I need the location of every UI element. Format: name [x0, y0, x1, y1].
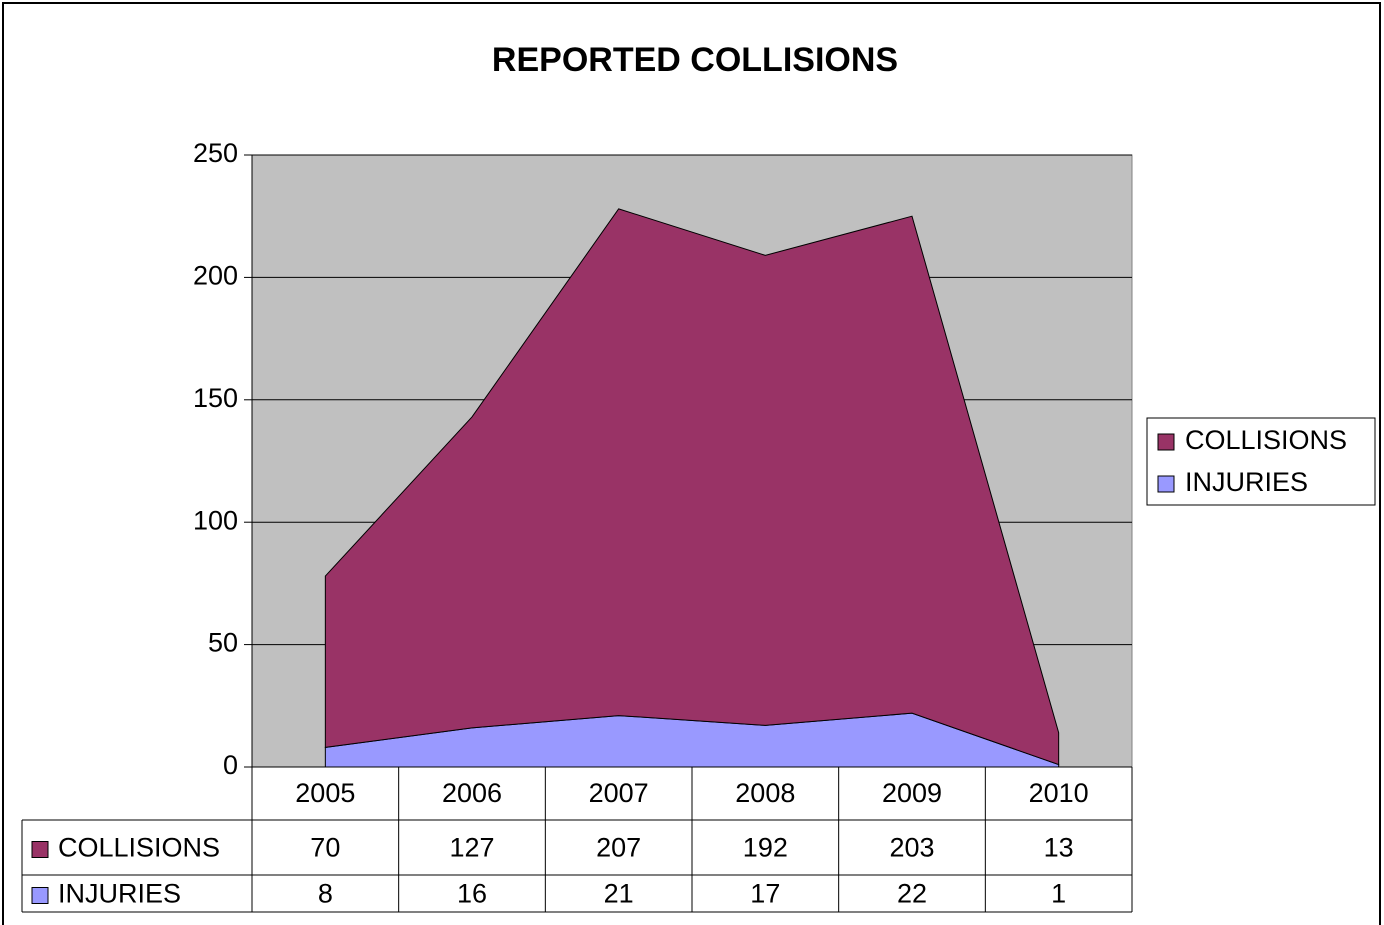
- table-cell: 127: [449, 833, 494, 863]
- y-tick-label: 0: [223, 750, 238, 780]
- area: [324, 208, 1060, 766]
- legend-label: COLLISIONS: [1185, 425, 1347, 455]
- table-cell: 1: [1051, 879, 1066, 909]
- x-tick-label: 2006: [442, 778, 502, 808]
- y-tick-label: 100: [193, 505, 238, 535]
- table-cell: 207: [596, 833, 641, 863]
- table-row-label: COLLISIONS: [58, 833, 220, 863]
- x-tick-label: 2010: [1029, 778, 1089, 808]
- x-tick-label: 2009: [882, 778, 942, 808]
- legend-box: [1146, 417, 1376, 506]
- legend-label: INJURIES: [1185, 467, 1308, 497]
- x-tick-label: 2008: [735, 778, 795, 808]
- legend-swatch: [1157, 475, 1175, 493]
- table-cell: 203: [889, 833, 934, 863]
- y-tick-label: 50: [208, 628, 238, 658]
- table-cell: 17: [750, 879, 780, 909]
- legend-swatch: [1157, 433, 1175, 451]
- y-tick-label: 200: [193, 261, 238, 291]
- table-swatch: [31, 841, 49, 858]
- y-tick-label: 150: [193, 383, 238, 413]
- table-cell: 8: [318, 879, 333, 909]
- x-tick-label: 2005: [295, 778, 355, 808]
- table-cell: 22: [897, 879, 927, 909]
- y-tick-label: 250: [193, 138, 238, 168]
- table-cell: 13: [1044, 833, 1074, 863]
- table-row-label: INJURIES: [58, 879, 181, 909]
- x-tick-label: 2007: [589, 778, 649, 808]
- table-cell: 16: [457, 879, 487, 909]
- table-cell: 192: [743, 833, 788, 863]
- table-swatch: [31, 887, 49, 904]
- chart-title: REPORTED COLLISIONS: [492, 41, 898, 79]
- table-cell: 21: [604, 879, 634, 909]
- table-cell: 70: [310, 833, 340, 863]
